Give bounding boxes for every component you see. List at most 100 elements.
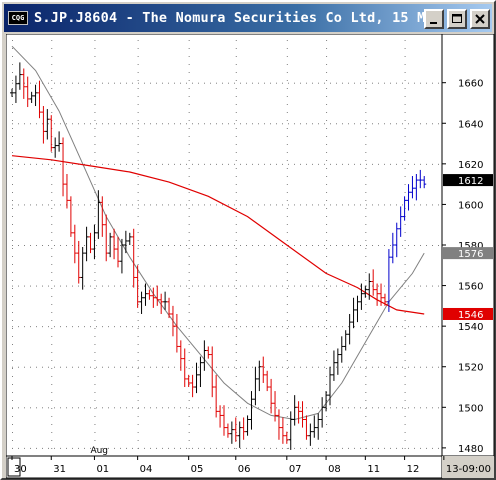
grid-dot xyxy=(318,326,319,328)
maximize-button[interactable] xyxy=(447,9,467,29)
grid-dot xyxy=(102,447,103,449)
grid-dot xyxy=(94,104,96,105)
title-bar[interactable]: CQG S.JP.J8604 - The Nomura Securities C… xyxy=(4,4,492,32)
grid-dot xyxy=(365,304,367,305)
grid-dot xyxy=(188,40,190,41)
grid-dot xyxy=(12,344,13,345)
app-logo-icon[interactable]: CQG xyxy=(8,11,28,25)
grid-dot xyxy=(96,447,97,449)
grid-dot xyxy=(228,447,229,449)
grid-dot xyxy=(94,408,96,409)
grid-dot xyxy=(12,163,13,165)
grid-dot xyxy=(404,56,406,57)
price-bar xyxy=(17,62,22,90)
grid-dot xyxy=(168,163,169,165)
grid-dot xyxy=(216,366,217,368)
grid-dot xyxy=(48,366,49,368)
grid-dot xyxy=(276,447,277,449)
grid-dot xyxy=(318,204,319,206)
grid-dot xyxy=(414,82,415,84)
grid-dot xyxy=(94,168,96,169)
grid-dot xyxy=(94,176,96,177)
grid-dot xyxy=(365,112,367,113)
grid-dot xyxy=(404,448,406,449)
grid-dot xyxy=(286,80,288,81)
grid-dot xyxy=(126,245,127,246)
grid-dot xyxy=(402,163,403,165)
grid-dot xyxy=(72,245,73,246)
grid-dot xyxy=(282,407,283,409)
grid-dot xyxy=(348,82,349,84)
grid-dot xyxy=(326,56,328,57)
grid-dot xyxy=(404,120,406,121)
grid-dot xyxy=(348,245,349,246)
grid-dot xyxy=(36,82,37,84)
grid-dot xyxy=(12,285,13,287)
grid-dot xyxy=(94,280,96,281)
price-bar xyxy=(25,76,30,108)
grid-dot xyxy=(120,366,121,368)
time-tick-label: 31 xyxy=(53,464,66,475)
grid-dot xyxy=(150,407,151,409)
grid-dot xyxy=(294,245,295,246)
grid-dot xyxy=(300,366,301,368)
time-tick-labels: 30 31 01 04 05 06 07 08 11 12 13-09:00 Aug xyxy=(11,446,491,475)
grid-dot xyxy=(156,204,157,206)
grid-dot xyxy=(372,326,373,328)
price-bar xyxy=(249,391,254,430)
grid-dot xyxy=(420,163,421,165)
price-bar xyxy=(21,68,26,99)
grid-dot xyxy=(30,204,31,206)
grid-dot xyxy=(24,285,25,287)
grid-dot xyxy=(432,123,433,125)
grid-dot xyxy=(137,192,139,193)
grid-dot xyxy=(188,288,190,289)
grid-dot xyxy=(306,326,307,328)
grid-dot xyxy=(60,326,61,328)
grid-dot xyxy=(188,176,190,177)
grid-dot xyxy=(300,204,301,206)
grid-dot xyxy=(286,264,288,265)
grid-dot xyxy=(326,432,328,433)
grid-dot xyxy=(51,280,53,281)
grid-dot xyxy=(235,320,237,321)
grid-dot xyxy=(365,448,367,449)
grid-dot xyxy=(204,204,205,206)
close-button[interactable] xyxy=(470,9,490,29)
grid-dot xyxy=(168,204,169,206)
time-tick-label: 05 xyxy=(191,464,204,475)
grid-dot xyxy=(408,407,409,409)
grid-dot xyxy=(204,123,205,125)
grid-dot xyxy=(51,160,53,161)
grid-dot xyxy=(126,163,127,165)
price-chart[interactable]: 1480 1500 1520 1540 1560 1580 1600 1620 1640 1660… xyxy=(5,33,496,480)
grid-dot xyxy=(137,208,139,209)
grid-dot xyxy=(137,248,139,249)
grid-dot xyxy=(286,176,288,177)
grid-dot xyxy=(94,392,96,393)
price-bar xyxy=(359,283,364,310)
grid-dot xyxy=(365,88,367,89)
grid-dot xyxy=(18,407,19,409)
grid-dot xyxy=(348,163,349,165)
grid-dot xyxy=(51,200,53,201)
grid-dot xyxy=(286,368,288,369)
grid-dot xyxy=(188,312,190,313)
grid-dot xyxy=(150,366,151,368)
grid-dot xyxy=(365,200,367,201)
grid-dot xyxy=(180,245,181,246)
minimize-button[interactable] xyxy=(424,9,444,29)
price-bar xyxy=(194,362,199,394)
grid-dot xyxy=(216,245,217,246)
scroll-handle[interactable] xyxy=(7,457,21,477)
grid-dot xyxy=(120,326,121,328)
grid-dot xyxy=(51,376,53,377)
grid-dot xyxy=(438,407,439,409)
grid-dot xyxy=(180,204,181,206)
grid-dot xyxy=(36,163,37,165)
grid-dot xyxy=(360,163,361,165)
grid-dot xyxy=(286,272,288,273)
chart-area[interactable]: 1480 1500 1520 1540 1560 1580 1600 1620 1640 1660… xyxy=(5,33,496,480)
grid-dot xyxy=(12,128,13,129)
grid-dot xyxy=(342,407,343,409)
